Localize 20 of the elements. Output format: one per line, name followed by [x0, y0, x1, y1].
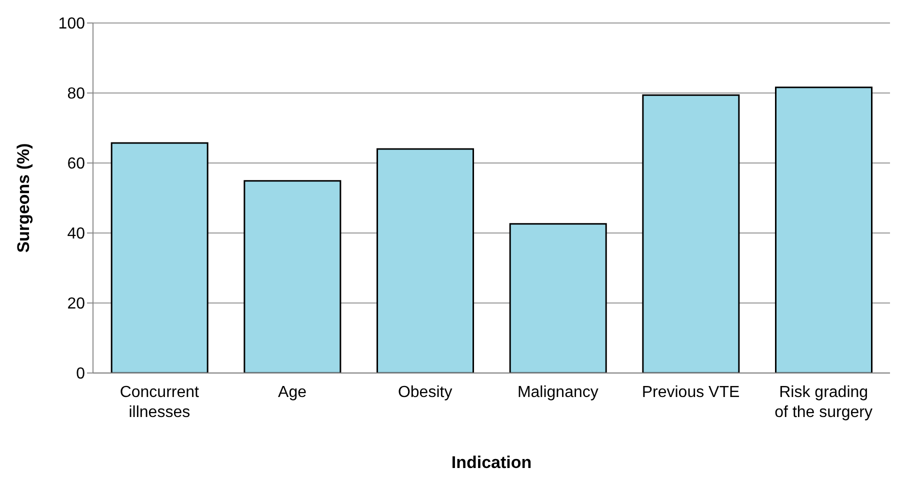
bar: [110, 142, 208, 373]
x-tick-label: Malignancy: [517, 384, 598, 401]
bar: [376, 148, 474, 373]
bar: [509, 223, 607, 373]
y-tick-label: 60: [67, 156, 86, 173]
bar: [244, 180, 342, 373]
x-tick-label: Age: [278, 384, 307, 401]
x-tick-label: Previous VTE: [642, 384, 740, 401]
y-tick-label: 20: [67, 296, 86, 313]
y-tick-label: 100: [58, 16, 86, 33]
y-tick-label: 0: [76, 366, 86, 383]
x-tick-label: Obesity: [398, 384, 452, 401]
x-tick-label: Concurrent illnesses: [120, 384, 200, 421]
y-tick-label: 40: [67, 226, 86, 243]
bar: [642, 94, 740, 373]
x-axis-title: Indication: [451, 453, 532, 472]
bar: [775, 86, 873, 373]
y-tick-label: 80: [67, 86, 86, 103]
y-axis-title: Surgeons (%): [14, 143, 34, 253]
x-tick-label: Risk grading of the surgery: [774, 384, 872, 421]
